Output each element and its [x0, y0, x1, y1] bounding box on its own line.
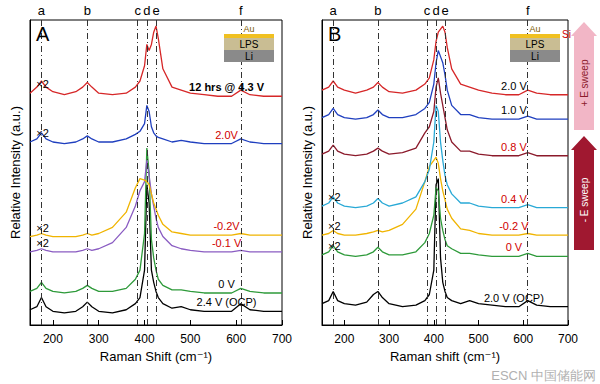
svg-text:×2: ×2 — [36, 78, 49, 90]
svg-text:200: 200 — [334, 332, 354, 346]
svg-text:ESCN 中国储能网: ESCN 中国储能网 — [491, 368, 596, 383]
svg-text:×2: ×2 — [36, 222, 49, 234]
svg-text:×2: ×2 — [328, 220, 341, 232]
svg-text:f: f — [239, 3, 243, 18]
svg-text:b: b — [84, 3, 91, 18]
svg-text:700: 700 — [272, 332, 292, 346]
svg-text:0 V: 0 V — [218, 278, 235, 290]
svg-text:×2: ×2 — [36, 237, 49, 249]
svg-text:b: b — [374, 3, 381, 18]
svg-text:Li: Li — [531, 51, 539, 62]
svg-text:Au: Au — [529, 24, 540, 34]
svg-text:- E sweep: - E sweep — [579, 177, 590, 222]
svg-text:×2: ×2 — [36, 127, 49, 139]
svg-text:×2: ×2 — [328, 191, 341, 203]
svg-text:×2: ×2 — [328, 240, 341, 252]
svg-text:+ E sweep: + E sweep — [579, 59, 590, 106]
svg-text:600: 600 — [513, 332, 533, 346]
svg-text:Si: Si — [562, 29, 571, 40]
svg-text:d: d — [432, 3, 439, 18]
svg-text:700: 700 — [558, 332, 578, 346]
svg-text:Raman Shift (cm⁻¹): Raman Shift (cm⁻¹) — [100, 349, 212, 364]
svg-text:-0.1 V: -0.1 V — [212, 237, 242, 249]
svg-text:Li: Li — [245, 51, 253, 62]
svg-text:300: 300 — [89, 332, 109, 346]
svg-text:LPS: LPS — [240, 39, 259, 50]
svg-text:f: f — [526, 3, 530, 18]
svg-text:0.8 V: 0.8 V — [501, 141, 527, 153]
svg-text:0.4 V: 0.4 V — [501, 193, 527, 205]
svg-text:300: 300 — [379, 332, 399, 346]
svg-text:LPS: LPS — [526, 39, 545, 50]
svg-text:e: e — [441, 3, 448, 18]
svg-text:0 V: 0 V — [506, 241, 523, 253]
svg-text:2.0 V (OCP): 2.0 V (OCP) — [484, 292, 544, 304]
svg-text:-0.2 V: -0.2 V — [499, 220, 529, 232]
svg-text:600: 600 — [226, 332, 246, 346]
svg-text:-0.2V: -0.2V — [213, 220, 240, 232]
svg-text:500: 500 — [469, 332, 489, 346]
svg-text:a: a — [330, 3, 338, 18]
svg-text:Au: Au — [243, 24, 254, 34]
svg-text:e: e — [152, 3, 159, 18]
svg-text:a: a — [38, 3, 46, 18]
svg-text:2.0 V: 2.0 V — [501, 80, 527, 92]
svg-text:400: 400 — [424, 332, 444, 346]
svg-text:Relative Intensity (a.u.): Relative Intensity (a.u.) — [300, 106, 315, 239]
svg-text:1.0 V: 1.0 V — [501, 104, 527, 116]
svg-text:400: 400 — [135, 332, 155, 346]
svg-text:Raman shift (cm⁻¹): Raman shift (cm⁻¹) — [390, 349, 500, 364]
svg-text:2.4 V (OCP): 2.4 V (OCP) — [197, 296, 257, 308]
svg-text:500: 500 — [180, 332, 200, 346]
svg-text:2.0V: 2.0V — [215, 129, 238, 141]
svg-text:12 hrs @ 4.3 V: 12 hrs @ 4.3 V — [189, 81, 265, 93]
svg-text:Relative Intensity (a.u.): Relative Intensity (a.u.) — [8, 106, 23, 239]
svg-text:A: A — [36, 23, 50, 45]
svg-text:c: c — [134, 3, 141, 18]
svg-text:200: 200 — [43, 332, 63, 346]
svg-text:B: B — [328, 23, 341, 45]
svg-text:d: d — [143, 3, 150, 18]
svg-text:c: c — [424, 3, 431, 18]
